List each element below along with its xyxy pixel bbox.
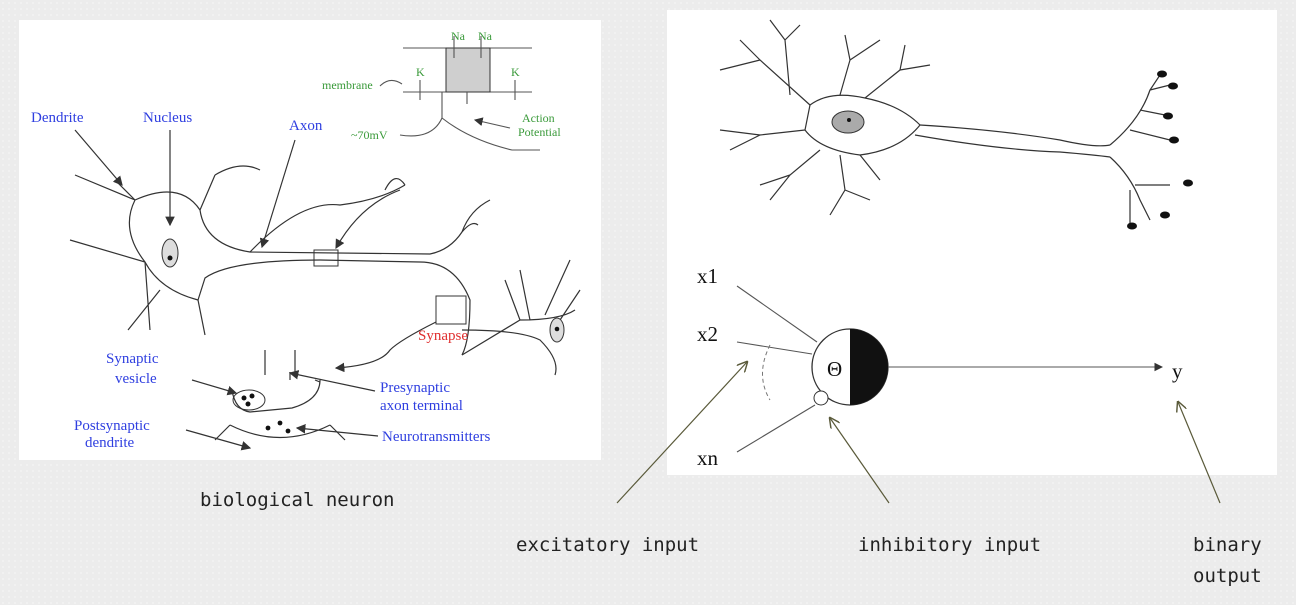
annotation-binary-1: binary (1193, 534, 1262, 556)
label-synaptic-2: vesicle (115, 371, 157, 387)
label-k-2: K (511, 65, 520, 79)
artificial-neuron-panel (667, 10, 1277, 475)
label-action-1: Action (522, 111, 555, 125)
input-x1: x1 (697, 264, 718, 288)
annotation-excitatory-input: excitatory input (516, 534, 699, 556)
label-dendrite: Dendrite (31, 110, 84, 126)
neuron-sketch (719, 19, 1193, 230)
annotation-inhibitory-input: inhibitory input (858, 534, 1041, 556)
label-voltage: ~70mV (351, 128, 388, 142)
output-y: y (1172, 359, 1183, 383)
label-presynaptic-2: axon terminal (380, 398, 463, 414)
caption-biological-neuron: biological neuron (200, 489, 394, 511)
threshold-theta: Θ (827, 357, 842, 381)
label-neurotransmitters: Neurotransmitters (382, 429, 490, 445)
input-xn: xn (697, 446, 719, 470)
label-presynaptic-1: Presynaptic (380, 380, 450, 396)
label-axon: Axon (289, 118, 323, 134)
biological-neuron-drawing (69, 36, 581, 451)
label-synapse: Synapse (418, 328, 468, 344)
label-membrane: membrane (322, 78, 373, 92)
annotation-binary-2: output (1193, 565, 1262, 587)
label-k-1: K (416, 65, 425, 79)
threshold-unit (736, 285, 1164, 453)
biological-neuron-panel (19, 20, 601, 460)
label-nucleus: Nucleus (143, 110, 192, 126)
label-action-2: Potential (518, 125, 561, 139)
label-na-2: Na (478, 29, 493, 43)
label-synaptic-1: Synaptic (106, 351, 159, 367)
label-na-1: Na (451, 29, 466, 43)
input-x2: x2 (697, 322, 718, 346)
label-postsynaptic-1: Postsynaptic (74, 418, 150, 434)
label-postsynaptic-2: dendrite (85, 435, 134, 451)
